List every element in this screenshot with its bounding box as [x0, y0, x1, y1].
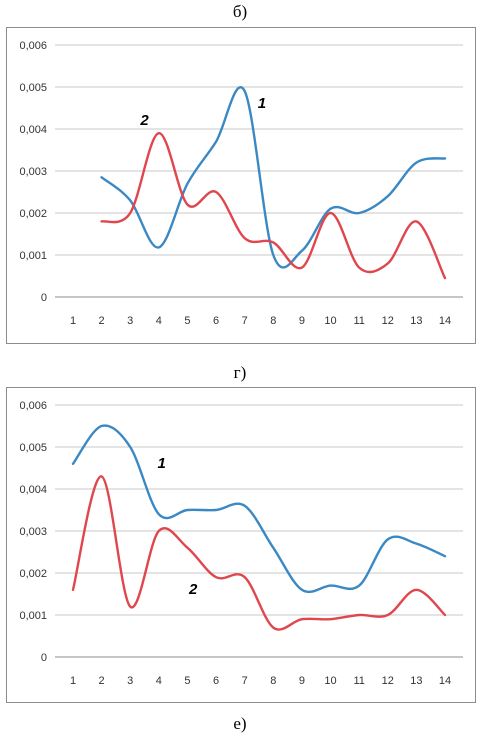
series-line-1 — [100, 86, 447, 269]
y-tick-label: 0,001 — [19, 610, 47, 622]
y-tick-label: 0,003 — [19, 526, 47, 538]
y-tick-label: 0,002 — [19, 208, 47, 220]
x-tick-label: 7 — [242, 675, 248, 687]
series-line-1 — [71, 424, 447, 594]
y-tick-label: 0,006 — [19, 400, 47, 412]
y-tick-label: 0,003 — [19, 166, 47, 178]
x-tick-label: 6 — [213, 675, 219, 687]
caption-g: г) — [233, 363, 247, 382]
y-tick-label: 0 — [41, 652, 47, 664]
x-tick-label: 1 — [70, 675, 76, 687]
x-tick-label: 2 — [99, 675, 105, 687]
x-tick-label: 12 — [382, 675, 394, 687]
x-tick-label: 11 — [353, 315, 364, 327]
x-tick-label: 7 — [242, 315, 248, 327]
x-tick-label: 5 — [184, 315, 190, 327]
y-tick-label: 0 — [41, 292, 47, 304]
chart-panel-b: 0 0,001 0,002 0,003 0,004 0,005 0,006 1 2 3 4 5 6 7 8 9… — [6, 27, 476, 344]
series-label-2: 2 — [188, 581, 198, 598]
series-line-2 — [71, 475, 447, 631]
x-tick-label: 12 — [382, 315, 394, 327]
caption-e: е) — [233, 714, 247, 733]
x-tick-label: 13 — [410, 315, 422, 327]
y-tick-label: 0,004 — [19, 124, 47, 136]
x-tick-label: 10 — [324, 315, 336, 327]
y-tick-label: 0,002 — [19, 568, 47, 580]
series-label-2: 2 — [139, 112, 149, 129]
y-tick-label: 0,006 — [19, 40, 47, 52]
y-tick-label: 0,005 — [19, 442, 47, 454]
x-tick-label: 14 — [439, 675, 451, 687]
x-tick-label: 5 — [184, 675, 190, 687]
y-tick-label: 0,005 — [19, 82, 47, 94]
x-tick-label: 4 — [156, 315, 162, 327]
x-tick-label: 8 — [270, 315, 276, 327]
series-label-1: 1 — [158, 455, 166, 472]
x-tick-label: 2 — [99, 315, 105, 327]
x-tick-label: 4 — [156, 675, 162, 687]
caption-b: б) — [232, 2, 248, 21]
x-tick-label: 10 — [324, 675, 336, 687]
x-tick-label: 3 — [127, 675, 133, 687]
series-label-1: 1 — [258, 95, 266, 112]
x-tick-label: 1 — [70, 315, 76, 327]
x-tick-label: 14 — [439, 315, 451, 327]
x-tick-label: 13 — [410, 675, 422, 687]
chart-panel-g: 0 0,001 0,002 0,003 0,004 0,005 0,006 1 2 3 4 5 6 7 8 9… — [6, 387, 476, 703]
x-tick-label: 8 — [270, 675, 276, 687]
x-tick-label: 9 — [299, 315, 305, 327]
x-tick-label: 11 — [353, 675, 364, 687]
y-tick-label: 0,001 — [19, 250, 47, 262]
x-tick-label: 3 — [127, 315, 133, 327]
y-tick-label: 0,004 — [19, 484, 47, 496]
x-tick-label: 6 — [213, 315, 219, 327]
x-tick-label: 9 — [299, 675, 305, 687]
